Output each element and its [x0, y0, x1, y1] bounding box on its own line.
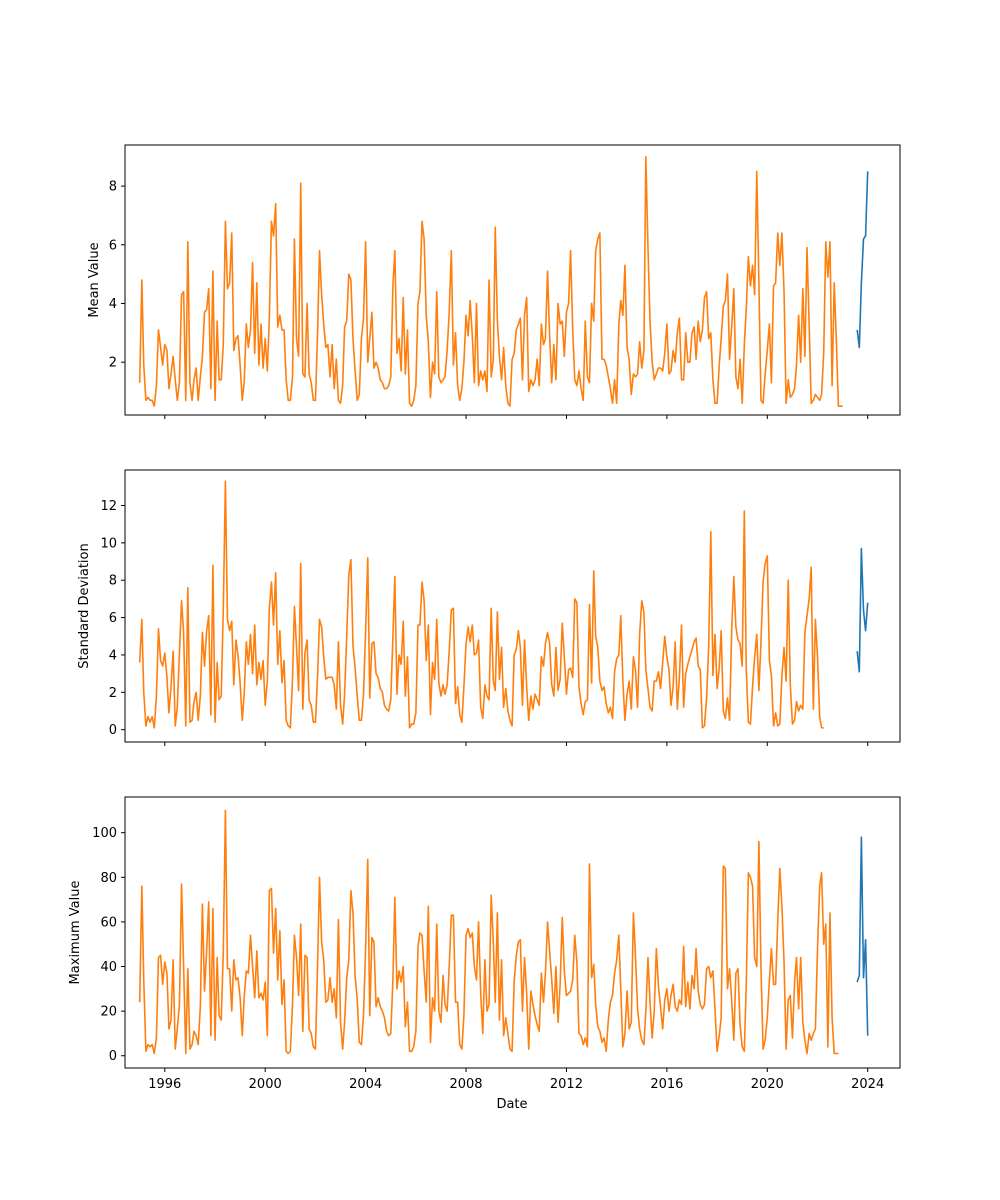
y-tick-label: 60	[100, 915, 117, 930]
y-axis-label: Mean Value	[87, 242, 102, 317]
mean-value-panel: 2 4 6 8 Mean Value	[87, 144, 901, 419]
history-series-line	[138, 480, 824, 729]
forecast-series-line	[856, 547, 869, 673]
x-tick-label: 2020	[751, 1077, 784, 1092]
y-axis-label: Standard Deviation	[77, 543, 92, 668]
plot-frame	[124, 469, 901, 743]
history-series-line	[138, 809, 839, 1055]
y-tick-label: 6	[109, 611, 117, 626]
y-tick-label: 4	[109, 648, 117, 663]
y-tick-label: 8	[109, 574, 117, 589]
y-tick-label: 8	[109, 180, 117, 195]
y-tick-label: 12	[100, 499, 117, 514]
y-axis-label: Maximum Value	[68, 881, 83, 985]
history-series-line	[138, 155, 843, 407]
x-tick-label: 2024	[851, 1077, 884, 1092]
y-tick-label: 40	[100, 960, 117, 975]
x-tick-label: 1996	[148, 1077, 181, 1092]
y-tick-label: 0	[109, 1049, 117, 1064]
plot-frame	[124, 796, 901, 1069]
x-axis-label: Date	[496, 1097, 527, 1112]
y-tick-label: 2	[109, 686, 117, 701]
x-tick-label: 2000	[249, 1077, 282, 1092]
y-tick-label: 20	[100, 1005, 117, 1020]
y-tick-label: 6	[109, 238, 117, 253]
x-tick-label: 2008	[449, 1077, 482, 1092]
forecast-series-line	[856, 836, 869, 1036]
y-tick-label: 2	[109, 356, 117, 371]
x-tick-label: 2004	[349, 1077, 382, 1092]
x-tick-label: 2016	[650, 1077, 683, 1092]
forecast-series-line	[856, 171, 869, 349]
plot-frame	[124, 144, 901, 416]
y-tick-label: 100	[92, 826, 117, 841]
y-tick-label: 4	[109, 297, 117, 312]
y-tick-label: 0	[109, 723, 117, 738]
x-tick-label: 2012	[550, 1077, 583, 1092]
y-tick-label: 10	[100, 536, 117, 551]
maximum-value-panel: 0 20 40 60 80 100 1996 2000 2004 2008 2012 2016 2020…	[68, 796, 901, 1092]
y-tick-label: 80	[100, 871, 117, 886]
standard-deviation-panel: 0 2 4 6 8 10 12 Standard Deviation	[77, 469, 901, 746]
